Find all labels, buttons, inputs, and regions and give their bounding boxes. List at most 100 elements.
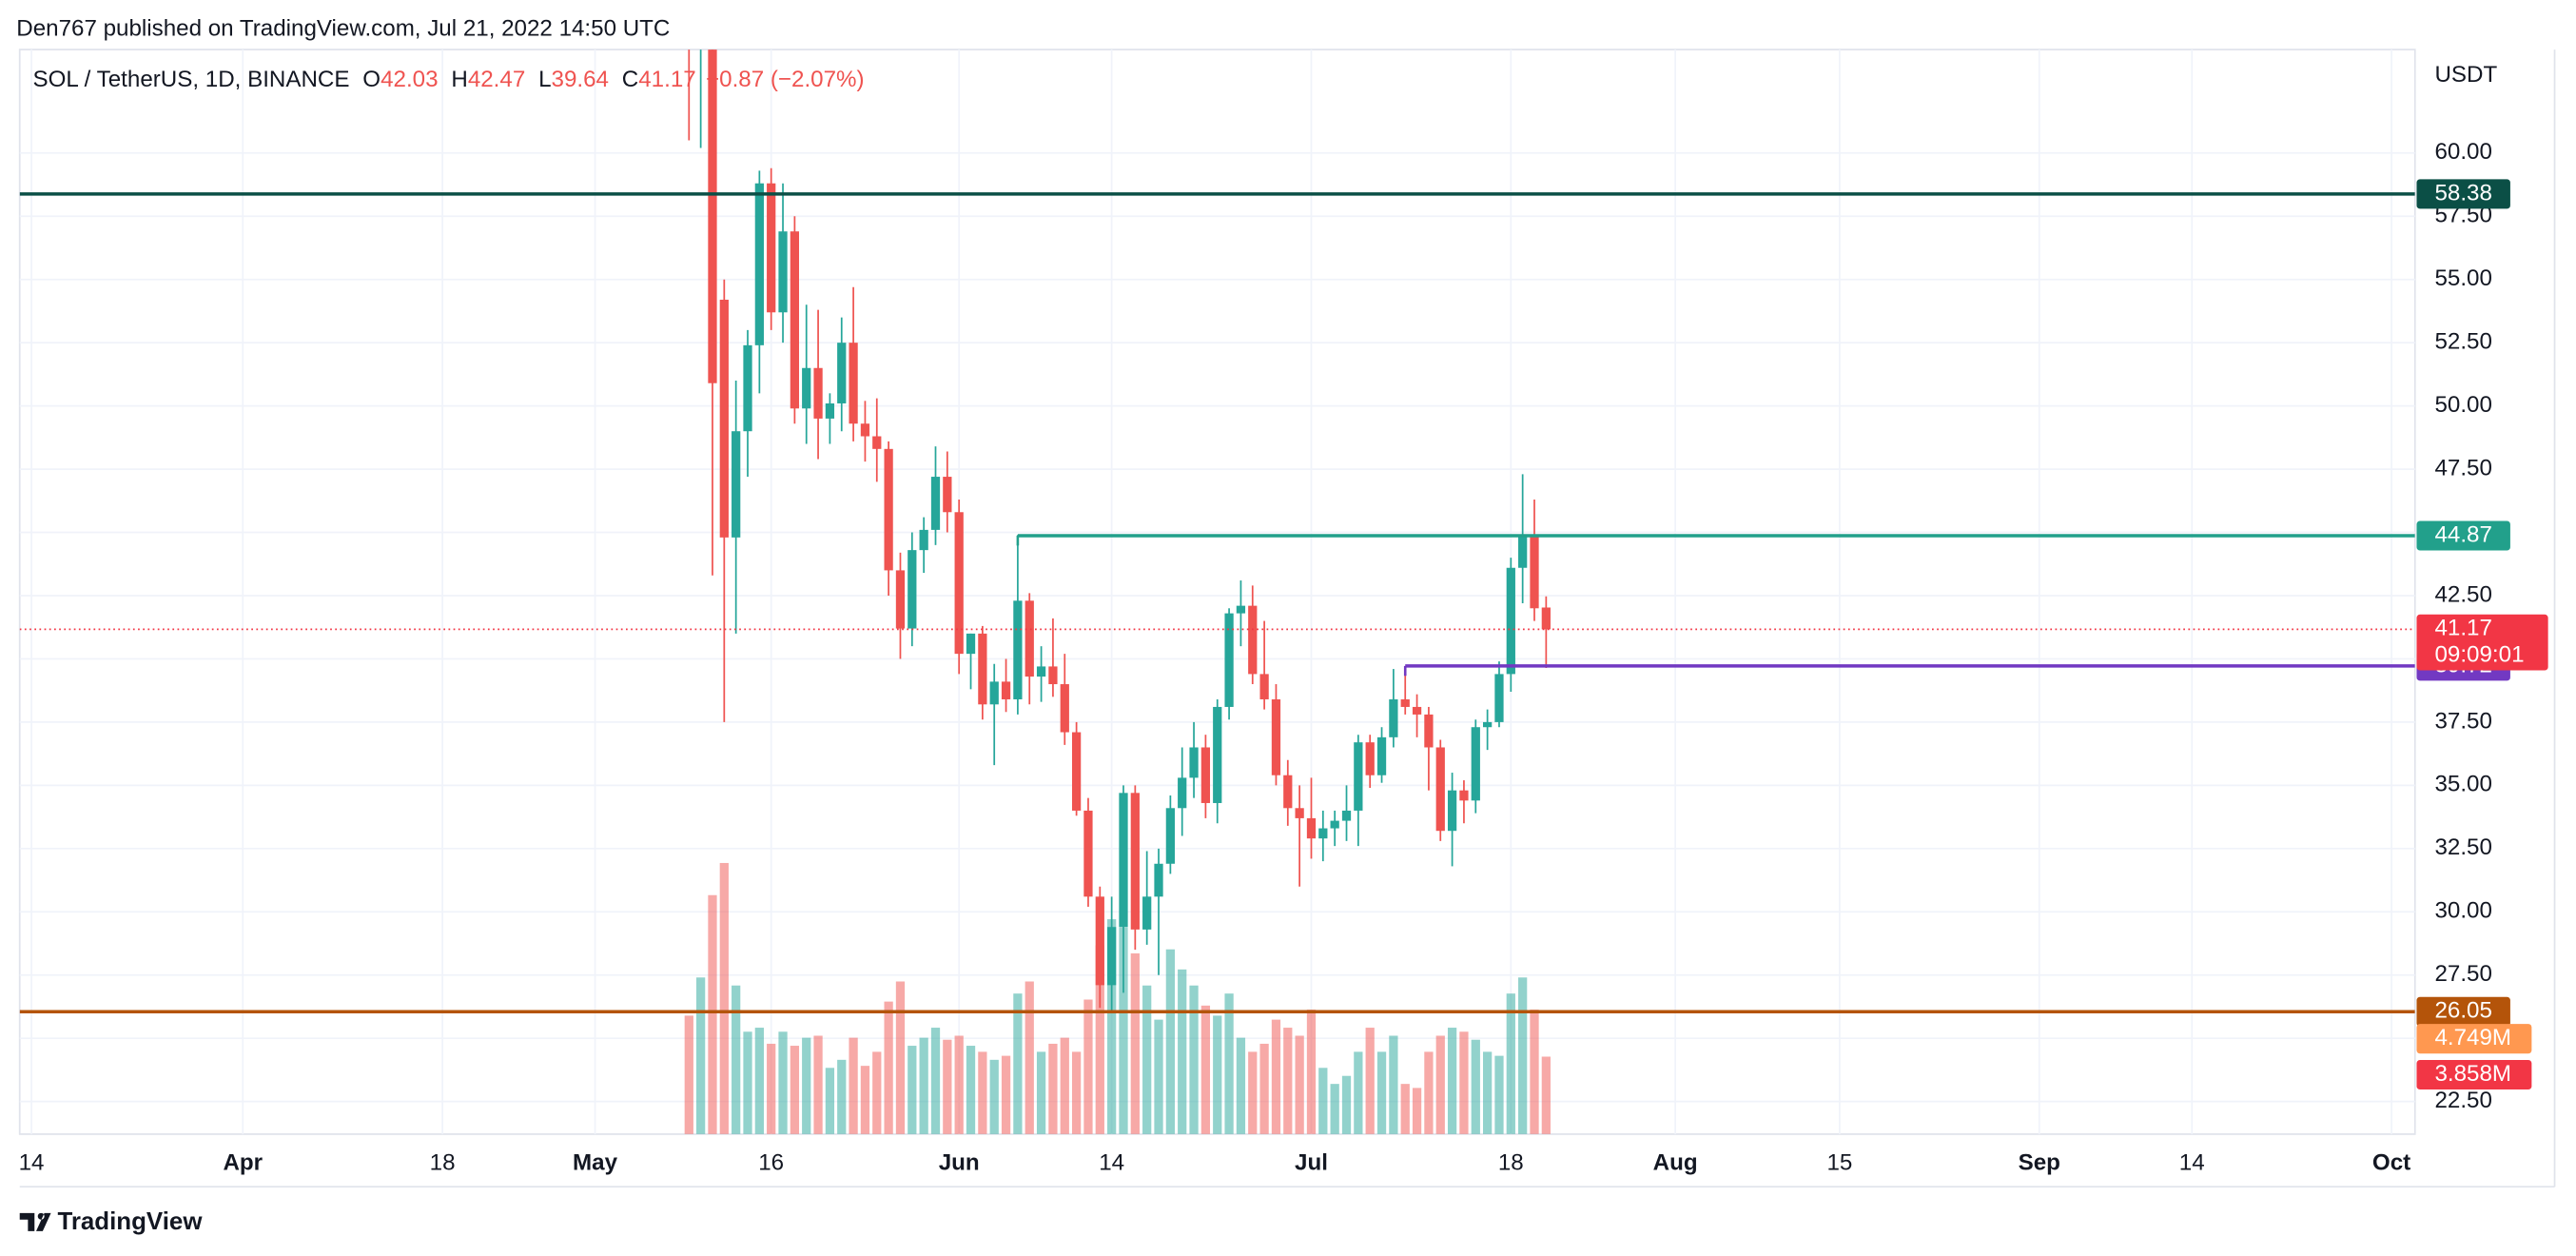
- volume-bar: [732, 985, 741, 1134]
- volume-bar: [1224, 993, 1234, 1134]
- candle-body: [1400, 698, 1410, 707]
- volume-bar: [1354, 1051, 1363, 1134]
- volume-bar: [1306, 1010, 1317, 1134]
- volume-ma-label: 4.749M: [2434, 1025, 2511, 1050]
- candle-body: [1330, 820, 1339, 829]
- volume-bar: [978, 1051, 987, 1134]
- volume-bar: [1213, 1015, 1222, 1134]
- x-tick-label: Sep: [2019, 1149, 2060, 1175]
- candle-body: [1459, 790, 1469, 801]
- volume-bar: [919, 1037, 928, 1134]
- volume-bar: [1236, 1037, 1246, 1134]
- candle-body: [1036, 666, 1046, 677]
- logo-mark: [19, 1212, 51, 1231]
- candle-body: [1389, 698, 1398, 737]
- volume-bar: [1318, 1068, 1328, 1134]
- x-tick-label: Jun: [939, 1149, 980, 1175]
- candle-body: [1518, 535, 1528, 568]
- candle-body: [813, 367, 823, 419]
- candle-body: [778, 231, 788, 313]
- y-tick-label: 32.50: [2434, 834, 2491, 860]
- volume-bar: [1036, 1051, 1046, 1134]
- volume-bar: [1330, 1084, 1339, 1134]
- volume-bar: [696, 977, 706, 1134]
- legend-key: C: [622, 67, 638, 92]
- volume-bar: [1412, 1088, 1422, 1134]
- last-price-label: 41.17: [2434, 616, 2491, 641]
- volume-bar: [1142, 985, 1152, 1134]
- volume-bar: [1376, 1051, 1387, 1134]
- volume-bar: [1001, 1055, 1011, 1134]
- level-label: 58.38: [2434, 180, 2491, 206]
- candle-body: [1025, 600, 1034, 677]
- volume-bar: [1518, 977, 1528, 1134]
- ohlc-legend: SOL / TetherUS, 1D, BINANCE O42.03 H42.47 L…: [33, 67, 865, 92]
- candle-body: [907, 550, 917, 629]
- legend-value: 41.17: [638, 67, 695, 92]
- volume-bar: [1341, 1075, 1352, 1134]
- volume-bar: [1447, 1028, 1457, 1134]
- publisher-header: Den767 published on TradingView.com, Jul…: [16, 16, 670, 42]
- x-tick-label: 18: [430, 1149, 456, 1175]
- volume-bar: [825, 1068, 835, 1134]
- candle-body: [802, 367, 811, 409]
- candle-body: [1189, 747, 1199, 778]
- y-tick-label: 52.50: [2434, 329, 2491, 355]
- volume-bar: [778, 1031, 788, 1134]
- candle-body: [1306, 817, 1317, 839]
- candle-body: [1178, 777, 1187, 809]
- volume-bar: [1295, 1035, 1304, 1134]
- candle-body: [1530, 535, 1539, 609]
- candle-body: [1471, 727, 1480, 801]
- candle-body: [1365, 742, 1375, 775]
- candle-body: [767, 183, 776, 313]
- y-tick-label: 60.00: [2434, 139, 2491, 165]
- candle-body: [1083, 810, 1093, 897]
- price-scale: 22.5025.0027.5030.0032.5035.0037.5040.00…: [19, 62, 2548, 1175]
- candle-body: [895, 570, 906, 629]
- candle-body: [966, 633, 976, 655]
- candle-body: [1013, 600, 1023, 699]
- y-tick-label: 55.00: [2434, 265, 2491, 291]
- volume-bar: [895, 981, 906, 1134]
- y-unit: USDT: [2434, 62, 2497, 88]
- candle-body: [1341, 810, 1352, 821]
- volume-bar: [813, 1035, 823, 1134]
- candle-body: [743, 344, 752, 432]
- candle-body: [1483, 721, 1493, 728]
- candle-body: [1165, 808, 1175, 864]
- candle-body: [884, 448, 893, 571]
- candle-body: [837, 343, 847, 403]
- volume-bar: [1025, 981, 1034, 1134]
- x-tick-label: 14: [1099, 1149, 1124, 1175]
- candle-body: [1213, 706, 1222, 803]
- volume-bar: [719, 862, 729, 1134]
- volume-bar: [1178, 969, 1187, 1134]
- volume-bar: [1130, 952, 1140, 1134]
- candle-body: [1271, 698, 1281, 775]
- y-tick-label: 35.00: [2434, 772, 2491, 797]
- candle-body: [1295, 808, 1304, 818]
- x-tick-label: May: [573, 1149, 618, 1175]
- x-tick-label: Jul: [1295, 1149, 1328, 1175]
- candle-body: [1283, 775, 1293, 809]
- y-tick-label: 50.00: [2434, 392, 2491, 418]
- volume-bar: [1283, 1028, 1293, 1134]
- candle-body: [1095, 896, 1104, 986]
- candle-body: [849, 343, 858, 424]
- volume-bar: [966, 1046, 976, 1134]
- level-label-box: [2416, 520, 2510, 551]
- legend-key: H: [451, 67, 467, 92]
- volume-bar: [1483, 1051, 1493, 1134]
- volume-bar: [1541, 1056, 1551, 1134]
- y-tick-label: 42.50: [2434, 581, 2491, 607]
- candle-body: [989, 681, 999, 705]
- candle-body: [1424, 714, 1434, 748]
- volume-bar: [1494, 1055, 1504, 1134]
- legend-value: 39.64: [552, 67, 609, 92]
- volume-bar: [837, 1059, 847, 1134]
- y-tick-label: 27.50: [2434, 961, 2491, 987]
- last-price-box: [2416, 614, 2548, 671]
